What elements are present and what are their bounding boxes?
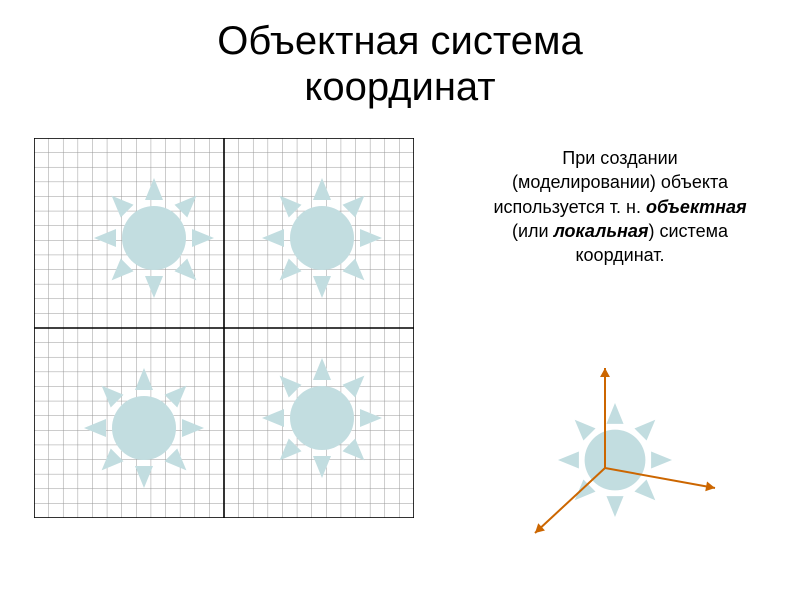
sun-core	[290, 206, 354, 270]
sun-icon	[558, 403, 672, 517]
para-l1: При создании	[562, 148, 677, 168]
para-l4-post: ) система	[649, 221, 729, 241]
sun-icon	[262, 178, 382, 298]
sun-ray	[606, 496, 623, 517]
sun-core	[122, 206, 186, 270]
sun-ray	[313, 276, 331, 298]
sun-ray	[145, 178, 163, 200]
sun-icon	[94, 178, 214, 298]
axis-x-arrow	[705, 482, 715, 492]
sun-ray	[343, 439, 365, 461]
title-line1: Объектная система	[217, 19, 583, 63]
sun-core	[585, 430, 646, 491]
para-l4-em: локальная	[554, 221, 649, 241]
sun-ray	[313, 358, 331, 380]
sun-ray	[262, 229, 284, 247]
sun-ray	[575, 420, 596, 441]
sun-ray	[145, 276, 163, 298]
sun-icon	[262, 358, 382, 478]
sun-ray	[280, 439, 302, 461]
slide-title: Объектная система координат	[0, 0, 800, 110]
sun-ray	[262, 409, 284, 427]
sun-ray	[84, 419, 106, 437]
axis-y	[535, 468, 605, 533]
sun-core	[112, 396, 176, 460]
sun-ray	[343, 196, 365, 218]
axes-panel	[510, 358, 730, 558]
sun-ray	[192, 229, 214, 247]
sun-ray	[313, 456, 331, 478]
title-line2: координат	[304, 65, 495, 109]
sun-ray	[280, 196, 302, 218]
para-l2: (моделировании) объекта	[512, 172, 728, 192]
sun-ray	[360, 409, 382, 427]
sun-ray	[182, 419, 204, 437]
sun-ray	[575, 479, 596, 500]
sun-ray	[94, 229, 116, 247]
sun-ray	[112, 196, 134, 218]
sun-ray	[606, 403, 623, 424]
sun-ray	[135, 466, 153, 488]
para-l3-em: объектная	[646, 197, 747, 217]
grid-panel	[34, 138, 414, 518]
axes-svg	[510, 358, 730, 558]
sun-ray	[651, 451, 672, 468]
sun-ray	[634, 479, 655, 500]
sun-ray	[102, 386, 124, 408]
para-l4-pre: (или	[512, 221, 554, 241]
sun-ray	[360, 229, 382, 247]
grid-svg	[34, 138, 414, 518]
content-area: При создании (моделировании) объекта исп…	[0, 128, 800, 588]
sun-ray	[135, 368, 153, 390]
sun-icon	[84, 368, 204, 488]
sun-ray	[558, 451, 579, 468]
sun-ray	[313, 178, 331, 200]
description-text: При создании (моделировании) объекта исп…	[470, 146, 770, 267]
sun-ray	[175, 196, 197, 218]
sun-core	[290, 386, 354, 450]
para-l3-pre: используется т. н.	[493, 197, 646, 217]
sun-ray	[634, 420, 655, 441]
sun-ray	[165, 386, 187, 408]
axis-z-arrow	[600, 368, 610, 377]
para-l5: координат.	[575, 245, 664, 265]
